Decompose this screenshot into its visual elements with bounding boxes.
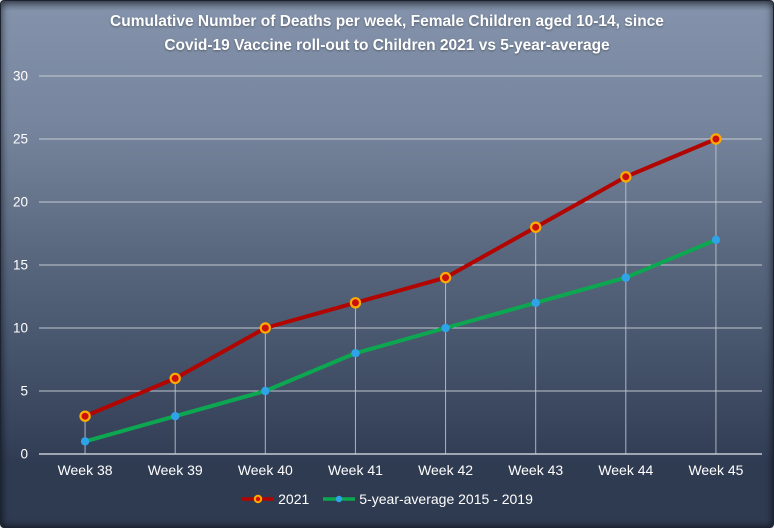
legend-line-sample-5-year-average [323, 495, 356, 503]
y-tick-label: 30 [13, 69, 28, 84]
y-tick-label: 5 [20, 384, 28, 399]
legend-item-2021: 2021 [241, 491, 309, 507]
legend-line-sample-2021 [242, 494, 275, 504]
data-point-marker [441, 323, 450, 333]
data-point-marker [80, 437, 90, 446]
data-point-marker [620, 171, 632, 183]
chart-title: Cumulative Number of Deaths per week, Fe… [110, 13, 664, 55]
series-line-5-year-average-2015-2019 [84, 237, 717, 444]
y-tick-label: 0 [20, 447, 28, 462]
x-tick-label: Week 40 [238, 462, 293, 478]
series-line-2021 [84, 137, 717, 419]
x-tick-label: Week 43 [508, 462, 563, 478]
y-tick-label: 20 [13, 195, 28, 210]
data-point-marker [259, 322, 272, 334]
x-tick-label: Week 44 [598, 462, 653, 478]
x-tick-label: Week 42 [418, 462, 473, 478]
data-point-marker [439, 271, 452, 284]
data-point-marker [79, 410, 91, 422]
x-tick-label: Week 45 [688, 462, 743, 478]
data-point-marker [710, 133, 722, 145]
legend-item-5-year-average: 5-year-average 2015 - 2019 [322, 491, 533, 507]
x-tick-label: Week 38 [58, 462, 113, 478]
y-tick-label: 15 [13, 258, 28, 273]
data-point-marker [529, 221, 542, 233]
y-tick-label: 10 [13, 321, 28, 336]
data-point-marker [170, 412, 180, 421]
data-point-marker [351, 349, 360, 358]
data-point-marker [349, 297, 362, 309]
legend: 2021 5-year-average 2015 - 2019 [1, 491, 773, 507]
x-tick-label: Week 39 [148, 462, 203, 478]
legend-label-5-year-average: 5-year-average 2015 - 2019 [359, 491, 533, 507]
data-point-marker [261, 386, 270, 396]
legend-label-2021: 2021 [278, 491, 310, 507]
data-point-marker [711, 235, 721, 244]
data-point-marker [169, 372, 181, 385]
y-tick-label: 25 [13, 132, 28, 147]
data-point-marker [621, 273, 631, 282]
x-tick-label: Week 41 [328, 462, 383, 478]
data-point-marker [531, 298, 540, 307]
plot-area: 0 5 10 15 20 25 30 Week 38 Week 39 Week 40 Week 41… [13, 69, 762, 478]
